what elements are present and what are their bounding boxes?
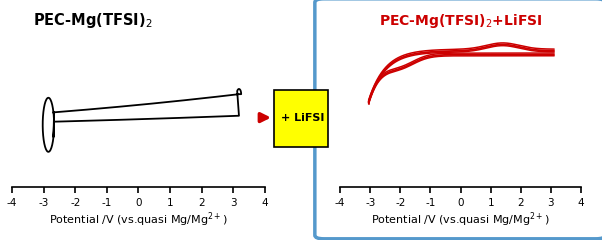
FancyBboxPatch shape <box>274 90 328 147</box>
X-axis label: Potential /V (vs.quasi Mg/Mg$^{2+}$): Potential /V (vs.quasi Mg/Mg$^{2+}$) <box>49 210 228 229</box>
Text: PEC-Mg(TFSI)$_2$: PEC-Mg(TFSI)$_2$ <box>33 11 153 30</box>
X-axis label: Potential /V (vs.quasi Mg/Mg$^{2+}$): Potential /V (vs.quasi Mg/Mg$^{2+}$) <box>371 210 550 229</box>
Text: + LiFSI: + LiFSI <box>281 113 324 123</box>
Text: PEC-Mg(TFSI)$_2$+LiFSI: PEC-Mg(TFSI)$_2$+LiFSI <box>379 12 542 30</box>
